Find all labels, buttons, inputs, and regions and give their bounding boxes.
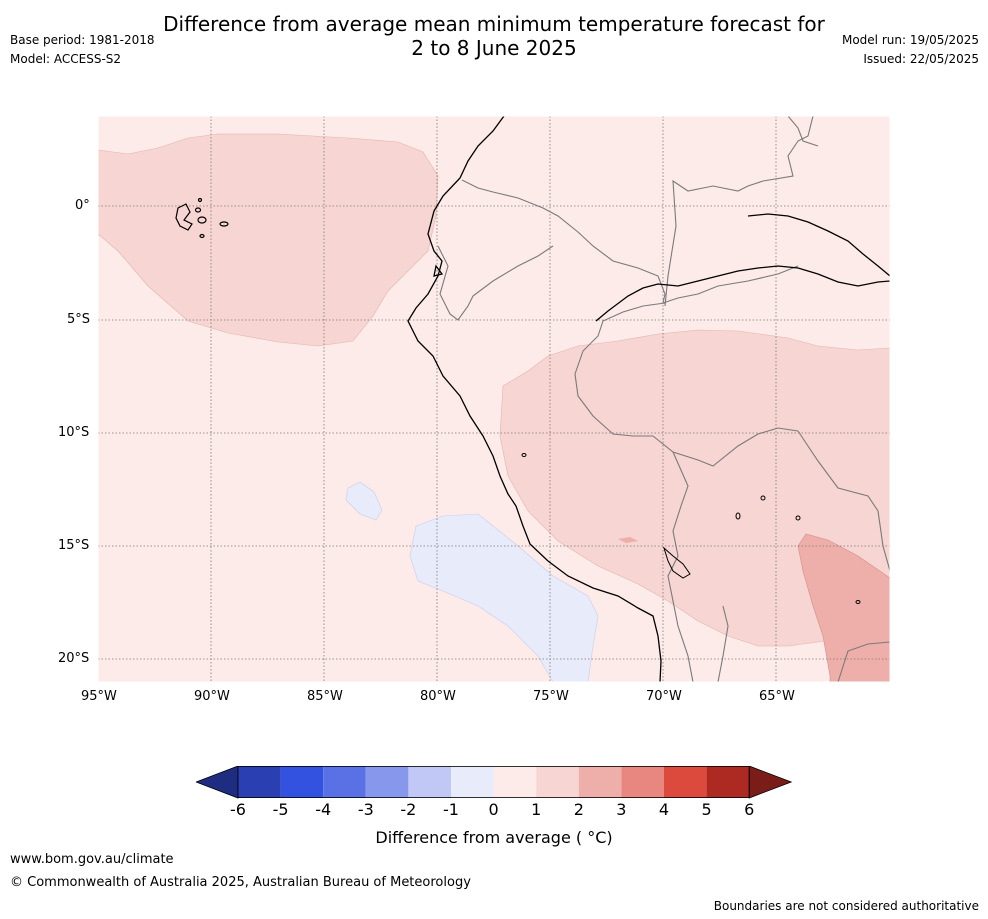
colorbar-swatch: [621, 766, 664, 798]
country-borders: [437, 115, 891, 683]
colorbar-extend-low: [194, 765, 239, 799]
colorbar: [194, 765, 794, 802]
colorbar-swatch: [493, 766, 537, 798]
model-run: Model run: 19/05/2025: [841, 33, 979, 47]
lat-label-0: 0°: [75, 198, 90, 213]
colorbar-tick-label: -2: [400, 800, 417, 819]
colorbar-tick-label: -6: [230, 800, 246, 819]
map-svg: [97, 115, 891, 683]
anomaly-neg-offshore-small: [345, 481, 383, 521]
lakes: [521, 453, 861, 604]
lon-label-75w: 75°W: [533, 689, 569, 704]
forecast-map: [97, 115, 891, 683]
title-line-2: 2 to 8 June 2025: [411, 36, 577, 60]
colorbar-tick-label: 1: [531, 800, 542, 819]
colorbar-tick-label: 5: [701, 800, 712, 819]
lat-label-5s: 5°S: [67, 312, 91, 327]
anomaly-1-2-offshore: [97, 133, 439, 347]
base-period: Base period: 1981-2018: [10, 33, 155, 47]
coastline: [407, 115, 891, 683]
lon-label-70w: 70°W: [646, 689, 682, 704]
disclaimer-text: Boundaries are not considered authoritat…: [713, 899, 979, 913]
lon-label-90w: 90°W: [194, 689, 230, 704]
graticule: [98, 116, 890, 682]
model-name: Model: ACCESS-S2: [10, 52, 122, 66]
website-link[interactable]: www.bom.gov.au/climate: [10, 852, 174, 867]
colorbar-swatch: [536, 766, 579, 798]
colorbar-tick-label: 3: [616, 800, 627, 819]
colorbar-swatch: [408, 766, 451, 798]
lat-label-20s: 20°S: [58, 651, 90, 666]
colorbar-swatch: [365, 766, 409, 798]
colorbar-ticks: -6 -5 -4 -3 -2 -1 0 1 2 3 4 5 6: [196, 800, 794, 822]
colorbar-tick-label: -5: [272, 800, 289, 819]
colorbar-tick-label: -4: [315, 800, 332, 819]
issued-date: Issued: 22/05/2025: [863, 52, 979, 66]
colorbar-tick-label: 4: [658, 800, 670, 819]
title-line-1: Difference from average mean minimum tem…: [163, 12, 825, 36]
anomaly-2-3-speck: [618, 537, 638, 543]
colorbar-swatch: [706, 766, 750, 798]
colorbar-swatch: [238, 766, 281, 798]
colorbar-tick-label: 0: [488, 800, 499, 819]
anomaly-neg-offshore-large: [409, 513, 599, 683]
colorbar-swatch: [578, 766, 622, 798]
colorbar-extend-high: [748, 765, 793, 799]
colorbar-label: Difference from average ( °C): [375, 828, 613, 847]
colorbar-swatch: [280, 766, 324, 798]
colorbar-swatch: [451, 766, 494, 798]
colorbar-tick-label: -3: [357, 800, 374, 819]
copyright-text: © Commonwealth of Australia 2025, Austra…: [10, 875, 471, 890]
anomaly-1-2-inland: [499, 329, 891, 647]
colorbar-swatch: [323, 766, 366, 798]
lat-label-15s: 15°S: [58, 538, 90, 553]
colorbar-frame: [237, 766, 750, 799]
map-title: Difference from average mean minimum tem…: [0, 12, 988, 60]
lon-label-65w: 65°W: [759, 689, 795, 704]
colorbar-tick-label: -1: [443, 800, 459, 819]
lat-label-10s: 10°S: [58, 425, 90, 440]
colorbar-tick-label: 2: [573, 800, 584, 819]
colorbar-svg: [194, 765, 793, 799]
galapagos-islands: [175, 197, 229, 239]
lon-label-85w: 85°W: [307, 689, 343, 704]
lon-label-80w: 80°W: [420, 689, 456, 704]
colorbar-tick-label: 6: [744, 800, 755, 819]
lon-label-95w: 95°W: [81, 689, 117, 704]
colorbar-swatch: [664, 766, 707, 798]
